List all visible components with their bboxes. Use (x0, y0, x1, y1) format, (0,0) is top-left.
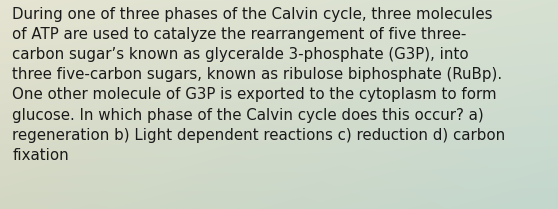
Text: During one of three phases of the Calvin cycle, three molecules
of ATP are used : During one of three phases of the Calvin… (12, 7, 506, 163)
